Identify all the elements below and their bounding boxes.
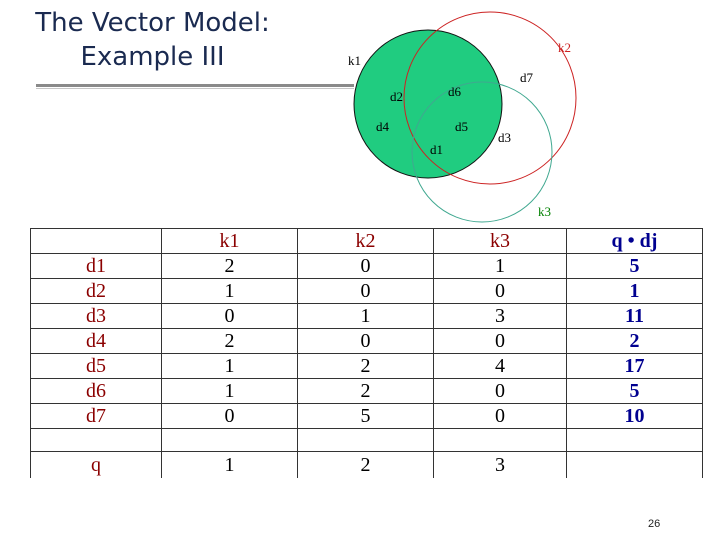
query-name-cell: q — [30, 451, 162, 478]
query-cell: 1 — [161, 451, 298, 478]
k1-circle — [353, 29, 503, 179]
table-cell: 2 — [297, 353, 434, 379]
d1-label: d1 — [430, 142, 443, 157]
table-cell: 1 — [433, 253, 567, 279]
table-cell: 0 — [297, 328, 434, 354]
empty-cell — [433, 428, 567, 452]
table-cell: 3 — [433, 303, 567, 329]
table-spacer-row — [30, 428, 703, 452]
table-cell: 0 — [161, 303, 298, 329]
table-row: d6 1 2 0 5 — [30, 378, 703, 404]
doc-name-cell: d1 — [30, 253, 162, 279]
score-cell: 11 — [566, 303, 703, 329]
table-cell: 1 — [297, 303, 434, 329]
d6-label: d6 — [448, 84, 462, 99]
doc-name-cell: d2 — [30, 278, 162, 304]
header-cell: q • dj — [566, 228, 703, 254]
query-cell: 2 — [297, 451, 434, 478]
title-line-2: Example III — [80, 42, 225, 72]
query-cell — [566, 451, 703, 478]
score-cell: 5 — [566, 253, 703, 279]
score-cell: 1 — [566, 278, 703, 304]
table-cell: 0 — [433, 278, 567, 304]
table-row: d2 1 0 0 1 — [30, 278, 703, 304]
slide-title: The Vector Model: Example III — [30, 6, 275, 74]
k3-circle — [411, 81, 553, 223]
table-cell: 2 — [161, 328, 298, 354]
table-header-row: k1 k2 k3 q • dj — [30, 228, 703, 254]
empty-cell — [297, 428, 434, 452]
query-cell: 3 — [433, 451, 567, 478]
table-cell: 2 — [161, 253, 298, 279]
score-cell: 10 — [566, 403, 703, 429]
header-cell: k3 — [433, 228, 567, 254]
table-cell: 0 — [433, 403, 567, 429]
doc-name-cell: d3 — [30, 303, 162, 329]
d2-label: d2 — [390, 89, 403, 104]
k2-label: k2 — [558, 40, 571, 55]
doc-name-cell: d4 — [30, 328, 162, 354]
table-cell: 0 — [161, 403, 298, 429]
table-cell: 4 — [433, 353, 567, 379]
k3-label: k3 — [538, 204, 551, 219]
d7-label: d7 — [520, 70, 534, 85]
table-cell: 0 — [297, 278, 434, 304]
table-cell: 0 — [433, 328, 567, 354]
title-line-1: The Vector Model: — [35, 8, 270, 38]
header-cell: k2 — [297, 228, 434, 254]
k1-label: k1 — [348, 53, 361, 68]
title-underline — [36, 84, 354, 89]
header-cell — [30, 228, 162, 254]
empty-cell — [161, 428, 298, 452]
table-cell: 1 — [161, 278, 298, 304]
page-number: 26 — [648, 518, 661, 530]
table-row: d7 0 5 0 10 — [30, 403, 703, 429]
table-cell: 5 — [297, 403, 434, 429]
table-cell: 1 — [161, 353, 298, 379]
table-row: d4 2 0 0 2 — [30, 328, 703, 354]
table-cell: 1 — [161, 378, 298, 404]
table-row: d1 2 0 1 5 — [30, 253, 703, 279]
doc-name-cell: d6 — [30, 378, 162, 404]
table-row: d3 0 1 3 11 — [30, 303, 703, 329]
score-cell: 2 — [566, 328, 703, 354]
empty-cell — [566, 428, 703, 452]
doc-name-cell: d5 — [30, 353, 162, 379]
table-cell: 2 — [297, 378, 434, 404]
term-weight-table: k1 k2 k3 q • dj d1 2 0 1 5 d2 1 0 0 1 d3… — [30, 228, 703, 478]
k2-circle — [403, 11, 577, 185]
d4-label: d4 — [376, 119, 390, 134]
venn-diagram: k1 k2 k3 d2 d6 d7 d4 d5 d1 d3 — [348, 11, 577, 223]
doc-name-cell: d7 — [30, 403, 162, 429]
d3-label: d3 — [498, 130, 511, 145]
d5-label: d5 — [455, 119, 468, 134]
query-row: q 1 2 3 — [30, 451, 703, 478]
score-cell: 17 — [566, 353, 703, 379]
table-cell: 0 — [433, 378, 567, 404]
score-cell: 5 — [566, 378, 703, 404]
header-cell: k1 — [161, 228, 298, 254]
empty-cell — [30, 428, 162, 452]
table-cell: 0 — [297, 253, 434, 279]
table-row: d5 1 2 4 17 — [30, 353, 703, 379]
